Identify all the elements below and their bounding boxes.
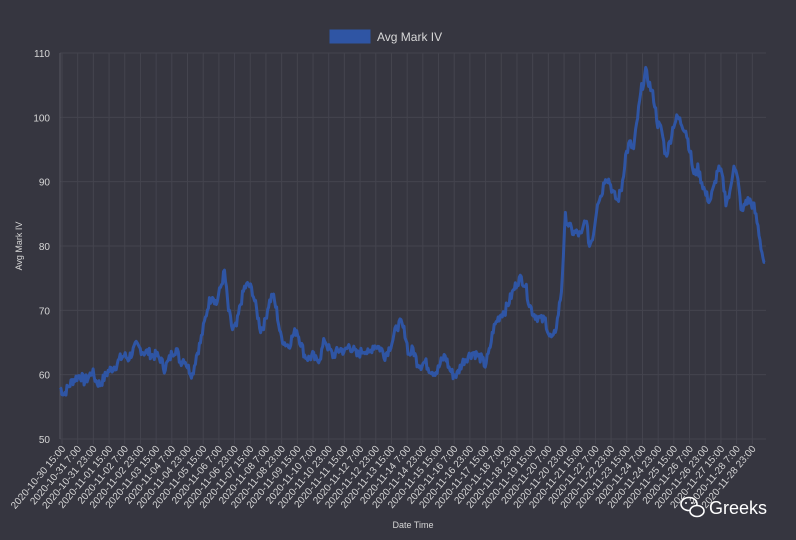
legend[interactable]: Avg Mark IV [329, 29, 442, 44]
y-tick-label: 110 [34, 49, 50, 60]
y-tick-label: 90 [39, 178, 51, 189]
y-axis-title: Avg Mark IV [14, 222, 24, 271]
grid-lines [59, 52, 766, 444]
x-axis-title: Date Time [392, 520, 433, 530]
y-tick-label: 80 [39, 242, 51, 253]
watermark: Greeks [680, 496, 767, 518]
series-layer [58, 65, 766, 397]
y-tick-label: 100 [33, 113, 50, 124]
y-axis-ticks: 50 60 70 80 90 100 110 [33, 49, 50, 446]
y-tick-label: 70 [39, 306, 51, 317]
y-tick-label: 60 [39, 371, 51, 382]
y-tick-label: 50 [39, 435, 51, 446]
legend-swatch [329, 29, 371, 44]
wechat-icon [680, 496, 705, 518]
legend-label: Avg Mark IV [377, 30, 442, 44]
watermark-text: Greeks [709, 498, 767, 518]
series-line-avg-mark-iv[interactable] [58, 65, 766, 397]
